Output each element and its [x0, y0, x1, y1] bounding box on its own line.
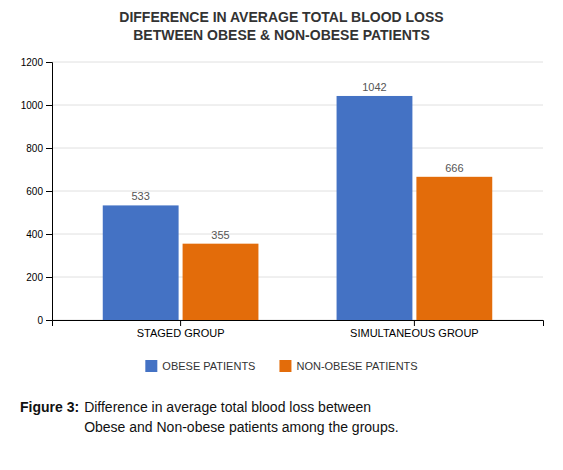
y-axis-line: [46, 63, 53, 321]
grid-line: [52, 62, 543, 63]
y-tick-label: 1200: [21, 57, 44, 68]
y-tick-label: 1000: [21, 100, 44, 111]
data-label: 666: [445, 162, 463, 174]
data-label: 355: [211, 229, 229, 241]
x-tick-label: SIMULTANEOUS GROUP: [350, 327, 479, 339]
x-axis-line: [53, 321, 544, 327]
y-tick-label: 600: [26, 186, 43, 197]
title-line: BETWEEN OBESE & NON-OBESE PATIENTS: [133, 27, 430, 43]
y-tick: 200: [26, 272, 52, 283]
plot: 0 200 400 600 800 1000 1200 STAGED GROUP SIMULTA…: [21, 57, 544, 339]
y-tick-label: 200: [26, 272, 43, 283]
y-tick-mark: [46, 234, 52, 235]
grid: [52, 62, 543, 320]
y-tick: 400: [26, 229, 52, 240]
y-tick-mark: [46, 277, 52, 278]
bar: [103, 205, 179, 320]
x-tick: SIMULTANEOUS GROUP: [350, 320, 479, 339]
caption-line: Obese and Non-obese patients among the g…: [84, 419, 398, 435]
y-tick-mark: [46, 191, 52, 192]
bar: [416, 177, 492, 320]
bars: [103, 96, 492, 320]
grid-line: [52, 148, 543, 149]
bar: [337, 96, 413, 320]
y-tick: 0: [37, 315, 52, 326]
y-tick-mark: [46, 105, 52, 106]
y-tick: 1000: [21, 100, 52, 111]
legend: OBESE PATIENTS NON-OBESE PATIENTS: [145, 360, 417, 372]
data-label: 533: [131, 190, 149, 202]
chart: DIFFERENCE IN AVERAGE TOTAL BLOOD LOSS BE…: [0, 0, 563, 470]
y-tick-mark: [46, 62, 52, 63]
y-tick: 600: [26, 186, 52, 197]
legend-swatch: [279, 360, 291, 372]
x-tick-mark: [414, 320, 415, 326]
legend-item: OBESE PATIENTS: [145, 360, 255, 372]
y-tick: 1200: [21, 57, 52, 68]
x-tick: STAGED GROUP: [137, 320, 225, 339]
x-axis: STAGED GROUP SIMULTANEOUS GROUP: [53, 320, 544, 339]
y-tick: 800: [26, 143, 52, 154]
x-tick-label: STAGED GROUP: [137, 327, 225, 339]
title: DIFFERENCE IN AVERAGE TOTAL BLOOD LOSS BE…: [119, 9, 443, 43]
bar: [183, 244, 259, 320]
data-label: 1042: [362, 81, 386, 93]
y-tick-label: 0: [37, 315, 43, 326]
data-labels: 533 1042 355 666: [131, 81, 463, 241]
caption-line: Difference in average total blood loss b…: [84, 399, 371, 415]
y-axis: 0 200 400 600 800 1000 1200: [21, 57, 53, 326]
caption-label: Figure 3:: [20, 399, 79, 415]
y-tick-label: 400: [26, 229, 43, 240]
y-tick-mark: [46, 148, 52, 149]
y-tick-label: 800: [26, 143, 43, 154]
x-tick-mark: [180, 320, 181, 326]
caption: Difference in average total blood loss b…: [84, 399, 398, 435]
grid-line: [52, 105, 543, 106]
legend-label: OBESE PATIENTS: [162, 360, 255, 372]
title-line: DIFFERENCE IN AVERAGE TOTAL BLOOD LOSS: [119, 9, 443, 25]
legend-swatch: [145, 360, 157, 372]
y-tick-mark: [46, 320, 52, 321]
legend-label: NON-OBESE PATIENTS: [296, 360, 417, 372]
legend-item: NON-OBESE PATIENTS: [279, 360, 417, 372]
